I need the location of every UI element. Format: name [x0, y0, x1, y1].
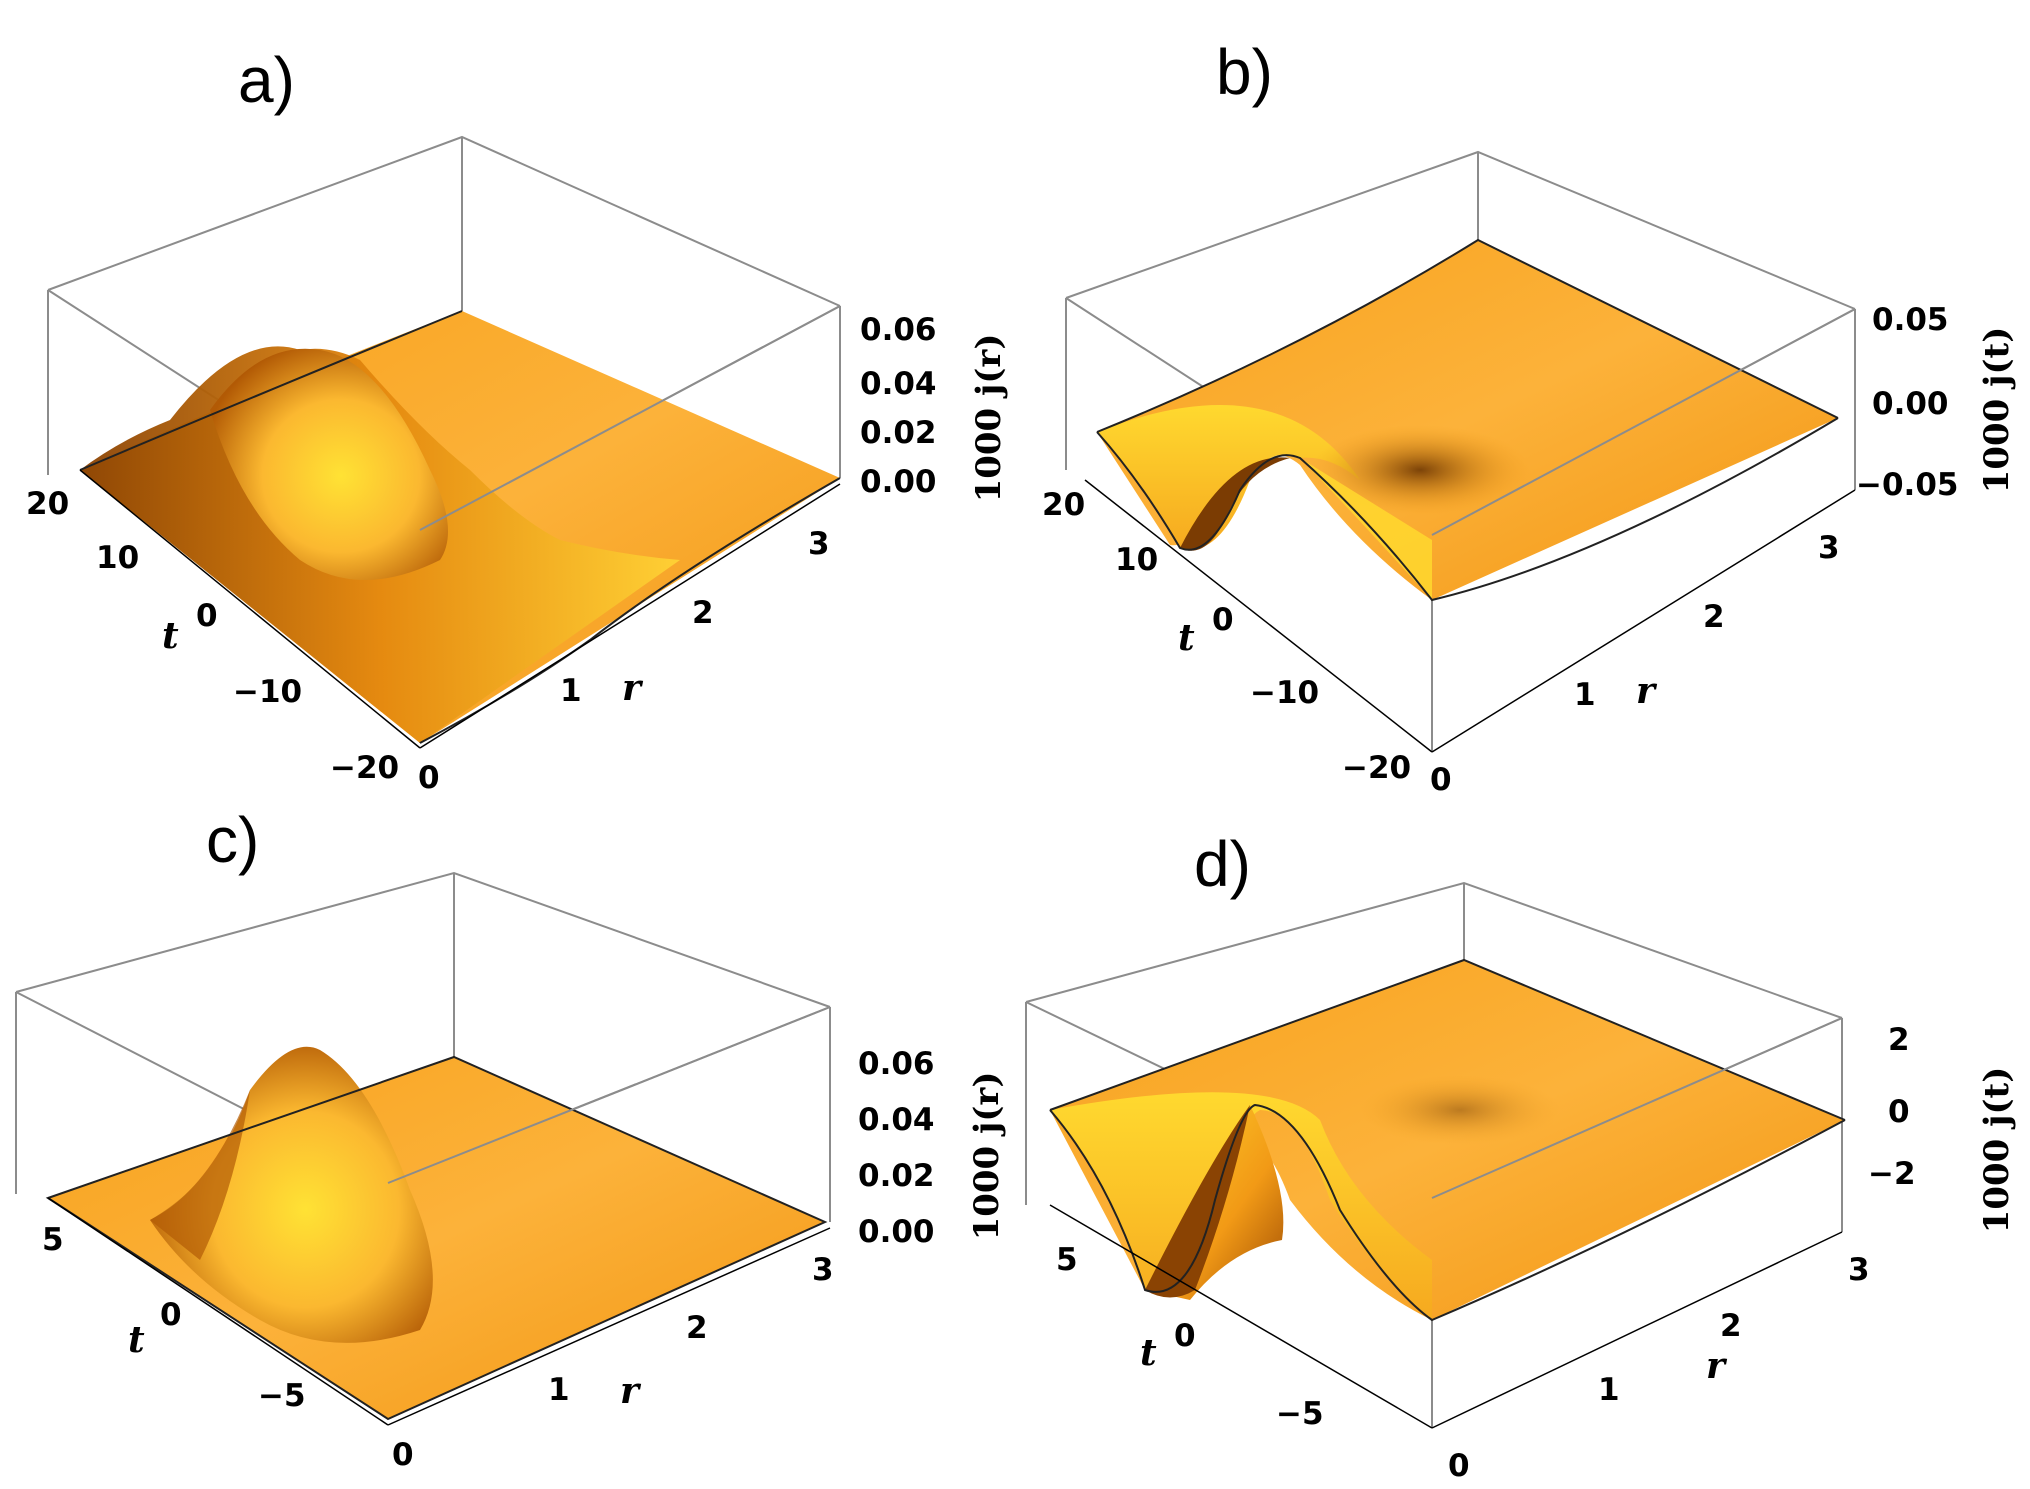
panel-c-t-var: t [128, 1319, 145, 1361]
panel-d-r-tick-4: 3 [1848, 1252, 1870, 1288]
panel-c-r-tick-3: 2 [686, 1310, 708, 1346]
panel-d-t-tick-1: 5 [1056, 1242, 1078, 1278]
panel-b-t-tick-1: 20 [1042, 487, 1085, 523]
panel-d-surface [1049, 958, 1846, 1322]
panel-c-z-label: 1000 j(r) [967, 1072, 1007, 1241]
panel-b: b) 20 10 0 −10 −20 t [1042, 36, 2017, 798]
panel-d-t-tick-3: −5 [1276, 1396, 1324, 1432]
panel-c-r-tick-2: 1 [548, 1372, 570, 1408]
panel-b-box-front [1431, 308, 1856, 536]
panel-c-r-axis: 0 1 2 3 r [387, 1227, 834, 1473]
panel-c-t-tick-1: 5 [42, 1222, 64, 1258]
panel-b-r-tick-2: 1 [1574, 677, 1596, 713]
panel-a-z-tick-1: 0.00 [860, 464, 937, 500]
panel-d-z-tick-2: 0 [1888, 1094, 1910, 1130]
panel-c-t-tick-3: −5 [258, 1378, 306, 1414]
panel-b-z-tick-3: 0.05 [1872, 302, 1949, 338]
panel-c-surface [45, 1046, 828, 1421]
panel-a-t-tick-4: −10 [233, 674, 302, 710]
panel-a-z-tick-4: 0.06 [860, 312, 937, 348]
panel-a-z-tick-3: 0.04 [860, 366, 937, 402]
panel-c-r-tick-1: 0 [392, 1437, 414, 1473]
panel-d-t-var: t [1140, 1332, 1157, 1374]
panel-c-z-tick-2: 0.02 [858, 1158, 935, 1194]
panel-d-z-axis: 2 0 −2 1000 j(t) [1868, 1022, 2017, 1233]
panel-a-t-tick-2: 10 [96, 540, 139, 576]
panel-b-z-label: 1000 j(t) [1977, 327, 2017, 494]
panel-a-box-front [419, 305, 841, 531]
panel-c: c) 5 0 −5 t 0 1 2 [15, 804, 1007, 1473]
panel-a-t-axis: 20 10 0 −10 −20 t [26, 469, 421, 786]
panel-b-z-axis: 0.05 0.00 −0.05 1000 j(t) [1856, 302, 2017, 503]
panel-a-t-tick-1: 20 [26, 486, 69, 522]
panel-a-z-axis: 0.06 0.04 0.02 0.00 1000 j(r) [860, 312, 1009, 502]
panel-c-z-axis: 0.06 0.04 0.02 0.00 1000 j(r) [858, 1046, 1007, 1250]
panel-b-t-tick-5: −20 [1342, 750, 1411, 786]
panel-d-r-axis: 0 1 2 3 r [1431, 1231, 1870, 1484]
panel-b-z-tick-2: 0.00 [1872, 386, 1949, 422]
panel-d-r-tick-2: 1 [1598, 1372, 1620, 1408]
panel-b-r-tick-4: 3 [1818, 530, 1840, 566]
panel-a-z-label: 1000 j(r) [969, 334, 1009, 503]
panel-b-t-tick-2: 10 [1115, 542, 1158, 578]
panel-c-t-axis: 5 0 −5 t [42, 1197, 389, 1426]
panel-b-t-var: t [1178, 617, 1195, 659]
panel-c-r-tick-4: 3 [812, 1252, 834, 1288]
panel-c-label: c) [206, 804, 259, 876]
panel-d-box-front [1431, 1017, 1843, 1199]
panel-a-z-tick-2: 0.02 [860, 415, 937, 451]
panel-b-r-axis: 0 1 2 3 r [1430, 489, 1856, 798]
panel-c-r-var: r [620, 1370, 642, 1412]
panel-b-label: b) [1216, 36, 1273, 108]
panel-a-r-tick-4: 3 [808, 526, 830, 562]
panel-b-t-axis: 20 10 0 −10 −20 t [1042, 479, 1433, 786]
panel-c-box-front [387, 1006, 831, 1184]
panel-a-t-tick-3: 0 [196, 598, 218, 634]
panel-a-r-tick-2: 1 [560, 673, 582, 709]
panel-b-t-tick-4: −10 [1250, 675, 1319, 711]
panel-a-surface [79, 310, 841, 744]
panel-d-t-tick-2: 0 [1174, 1318, 1196, 1354]
panel-d-r-var: r [1706, 1345, 1728, 1387]
panel-c-z-tick-4: 0.06 [858, 1046, 935, 1082]
panel-b-z-tick-1: −0.05 [1856, 467, 1958, 503]
panel-a-r-var: r [622, 667, 644, 709]
panel-a: a) 20 10 0 −10 −20 t [26, 44, 1009, 796]
panel-a-label: a) [238, 44, 295, 116]
panel-d-z-tick-1: −2 [1868, 1156, 1916, 1192]
panel-b-r-tick-1: 0 [1430, 762, 1452, 798]
panel-b-t-tick-3: 0 [1212, 602, 1234, 638]
panel-a-t-tick-5: −20 [330, 750, 399, 786]
panel-d-t-axis: 5 0 −5 t [1049, 1204, 1433, 1432]
panel-d-r-tick-3: 2 [1720, 1308, 1742, 1344]
panel-a-r-tick-3: 2 [692, 595, 714, 631]
panel-d-z-label: 1000 j(t) [1977, 1067, 2017, 1234]
panel-d-r-tick-1: 0 [1448, 1448, 1470, 1484]
panel-d: d) 5 0 −5 t 0 [1025, 828, 2017, 1484]
panel-c-z-tick-3: 0.04 [858, 1102, 935, 1138]
panel-a-t-var: t [162, 615, 179, 657]
panel-a-r-tick-1: 0 [418, 760, 440, 796]
panel-b-r-tick-3: 2 [1703, 599, 1725, 635]
panel-d-z-tick-3: 2 [1888, 1022, 1910, 1058]
panel-d-label: d) [1194, 828, 1251, 900]
panel-c-t-tick-2: 0 [160, 1297, 182, 1333]
panel-b-surface [1096, 238, 1839, 602]
panel-a-r-axis: 0 1 2 3 r [418, 483, 841, 796]
panel-b-r-var: r [1636, 670, 1658, 712]
panel-c-z-tick-1: 0.00 [858, 1214, 935, 1250]
